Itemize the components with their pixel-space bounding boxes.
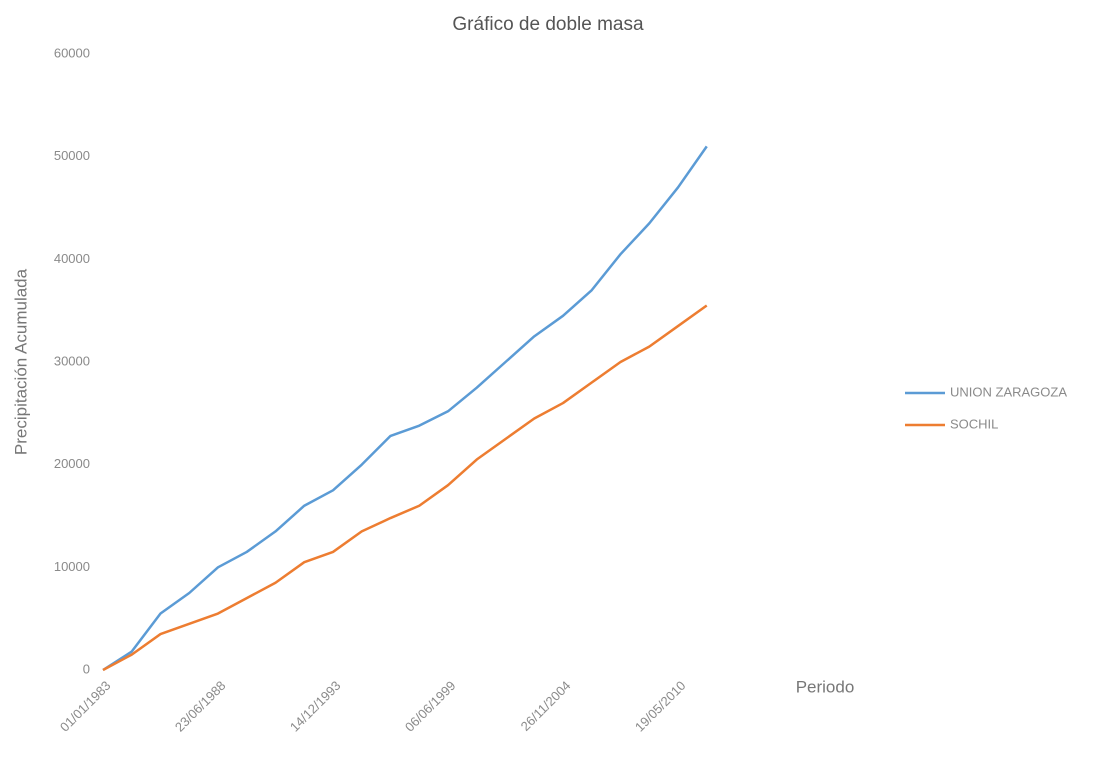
x-tick-label: 14/12/1993 [287, 678, 344, 735]
legend-label: UNION ZARAGOZA [950, 384, 1067, 399]
x-tick-label: 26/11/2004 [518, 678, 574, 734]
y-tick-label: 40000 [54, 251, 90, 266]
x-axis-title: Periodo [796, 677, 855, 696]
series-line [102, 304, 708, 672]
chart-title: Gráfico de doble masa [452, 14, 644, 35]
y-tick-label: 30000 [54, 353, 90, 368]
x-tick-label: 06/06/1999 [402, 678, 459, 735]
x-tick-label: 01/01/1983 [57, 678, 114, 735]
y-tick-label: 0 [83, 661, 90, 676]
y-tick-label: 20000 [54, 456, 90, 471]
y-tick-label: 50000 [54, 148, 90, 163]
x-tick-label: 23/06/1988 [172, 678, 229, 735]
legend-label: SOCHIL [950, 416, 998, 431]
y-axis-title: Precipitación Acumulada [11, 268, 30, 455]
x-tick-label: 19/05/2010 [632, 678, 689, 735]
y-tick-label: 60000 [54, 45, 90, 60]
y-tick-label: 10000 [54, 559, 90, 574]
series-line [102, 145, 708, 672]
